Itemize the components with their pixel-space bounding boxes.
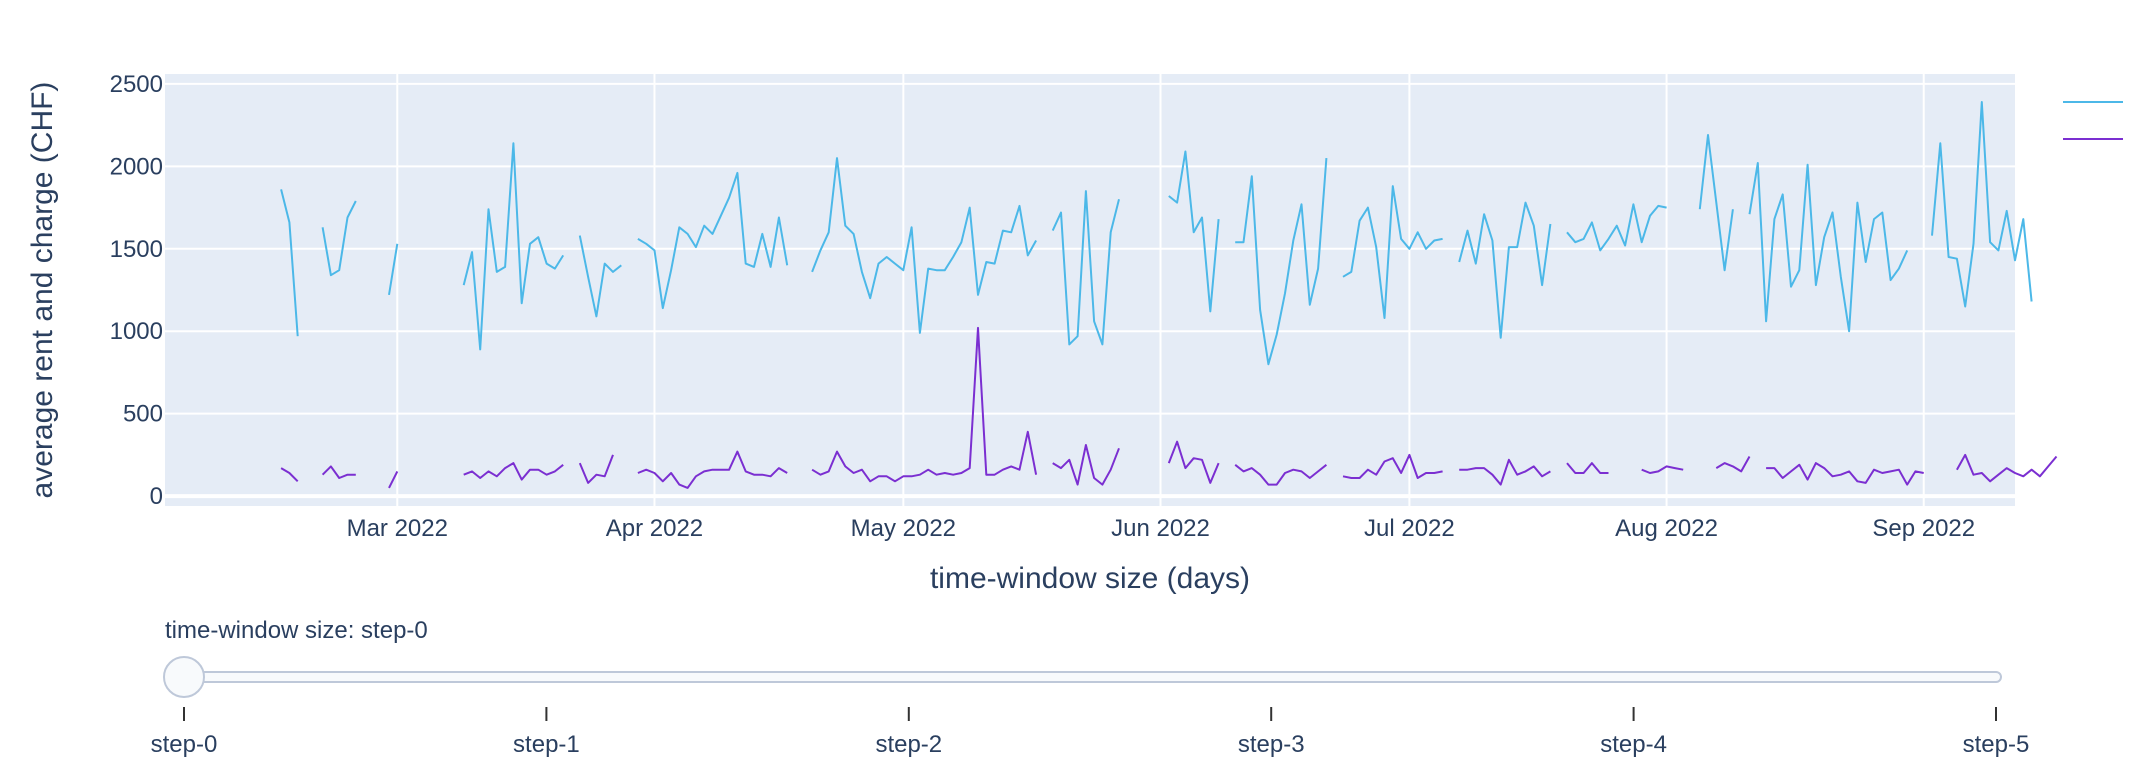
series-layer (280, 101, 2058, 489)
slider-step-label[interactable]: step-2 (875, 731, 942, 758)
slider-step-label[interactable]: step-0 (151, 731, 218, 758)
y-tick-label: 2000 (110, 153, 163, 180)
legend[interactable] (2063, 101, 2123, 140)
slider-handle[interactable] (163, 656, 205, 698)
slider-steps: step-0 step-1 step-2 step-3 step-4 step-5 (151, 707, 2030, 758)
x-tick-label: May 2022 (851, 515, 956, 542)
x-tick-label: Jul 2022 (1364, 515, 1455, 542)
y-tick-label: 500 (123, 401, 163, 428)
slider-step-label[interactable]: step-4 (1600, 731, 1667, 758)
x-tick-label: Aug 2022 (1615, 515, 1718, 542)
series-line-1 (280, 326, 2058, 489)
slider-current-label: time-window size: step-0 (165, 617, 428, 644)
x-gridlines (396, 74, 1925, 506)
slider-step-label[interactable]: step-3 (1238, 731, 1305, 758)
x-tick-label: Mar 2022 (347, 515, 448, 542)
x-axis-title: time-window size (days) (930, 562, 1250, 595)
y-tick-label: 1500 (110, 236, 163, 263)
slider-rail[interactable] (178, 671, 2002, 683)
series-line-0 (280, 101, 2033, 366)
slider-step-label[interactable]: step-5 (1963, 731, 2030, 758)
y-tick-label: 0 (150, 483, 163, 510)
slider-step-label[interactable]: step-1 (513, 731, 580, 758)
y-tick-label: 1000 (110, 318, 163, 345)
y-gridlines (165, 82, 2015, 499)
y-axis-title: average rent and charge (CHF) (26, 82, 59, 499)
y-tick-labels: 0 500 1000 1500 2000 2500 (110, 71, 163, 510)
step-slider[interactable]: time-window size: step-0 step-0 step-1 ste… (151, 617, 2030, 758)
x-tick-labels: Mar 2022 Apr 2022 May 2022 Jun 2022 Jul 2022… (347, 515, 1976, 542)
y-tick-label: 2500 (110, 71, 163, 98)
plot-area (165, 74, 2015, 506)
x-tick-label: Apr 2022 (606, 515, 703, 542)
x-tick-label: Sep 2022 (1872, 515, 1975, 542)
x-tick-label: Jun 2022 (1111, 515, 1210, 542)
